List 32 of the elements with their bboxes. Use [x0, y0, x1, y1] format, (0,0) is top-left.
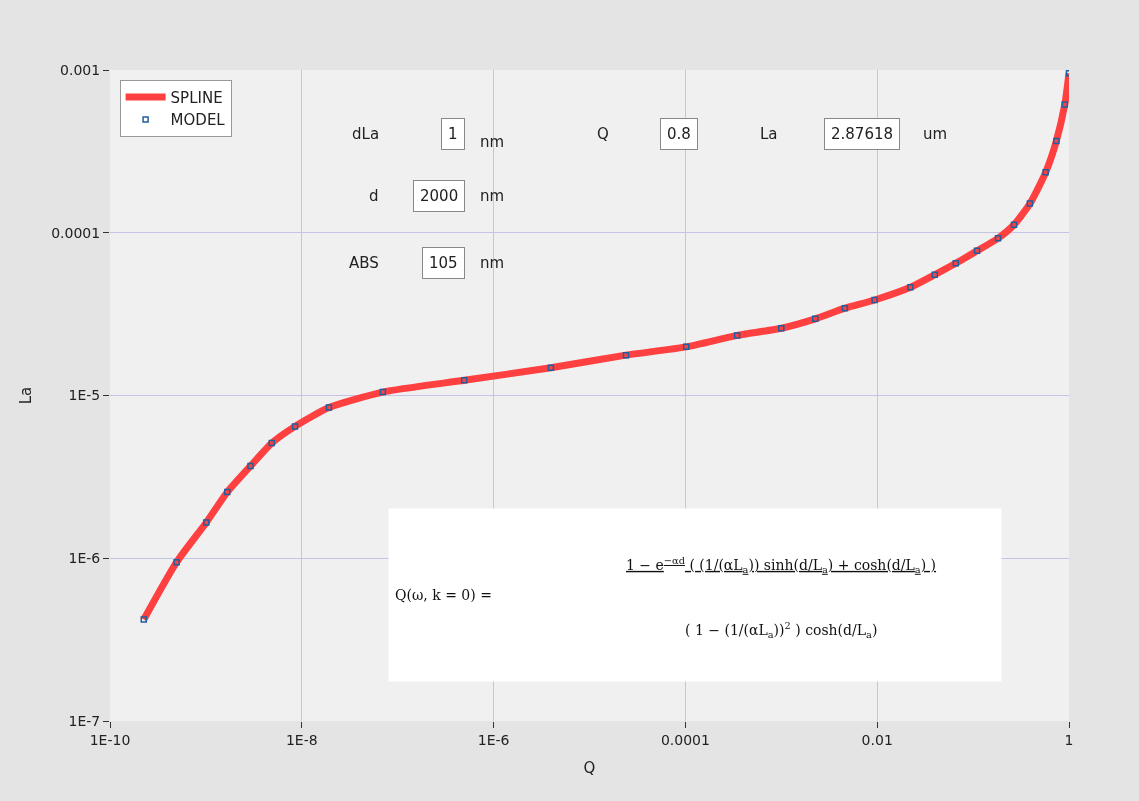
annotation: nm [480, 133, 505, 151]
y-axis-title: La [17, 386, 36, 405]
x-tick-label: 1E-6 [477, 731, 510, 748]
annotation: 1 [448, 125, 458, 143]
annotation: nm [480, 187, 505, 205]
x-tick-label: 1 [1064, 731, 1074, 748]
annotation: Q(ω, k = 0) = [395, 587, 492, 603]
annotation: nm [480, 254, 505, 272]
text: 1 − e$^{−αd}$ ( (1/(αL$_{a}$)) sinh(d/L$_{a}$) + cosh(d/L$_{a}$) ) [626, 555, 937, 575]
annotation: 2000 [420, 187, 459, 205]
x-axis-title: Q [583, 758, 596, 777]
annotation: d [369, 187, 379, 205]
annotation: um [923, 125, 948, 143]
annotation: dLa [352, 125, 380, 143]
y-tick-label: 1E-7 [68, 712, 101, 729]
y-tick-label: 1E-5 [68, 387, 101, 404]
y-tick-label: 0.001 [60, 61, 101, 78]
y-tick-label: 0.0001 [51, 224, 101, 241]
annotation: 0.8 [667, 125, 691, 143]
legend-label: SPLINE [170, 88, 223, 107]
annotation: ABS [349, 254, 379, 272]
x-tick-label: 1E-8 [285, 731, 318, 748]
annotation: La [760, 125, 778, 143]
x-tick-label: 0.01 [861, 731, 893, 748]
annotation: Q [597, 125, 609, 143]
legend-label: MODEL [170, 111, 226, 130]
annotation: 2.87618 [831, 125, 894, 143]
x-tick-label: 1E-10 [89, 731, 131, 748]
y-tick-label: 1E-6 [68, 550, 101, 567]
x-tick-label: 0.0001 [660, 731, 710, 748]
annotation: 105 [429, 254, 458, 272]
annotation: ( 1 − (1/(αL$_{a}$))$^{2}$ ) cosh(d/L$_{a}$) [685, 620, 878, 640]
